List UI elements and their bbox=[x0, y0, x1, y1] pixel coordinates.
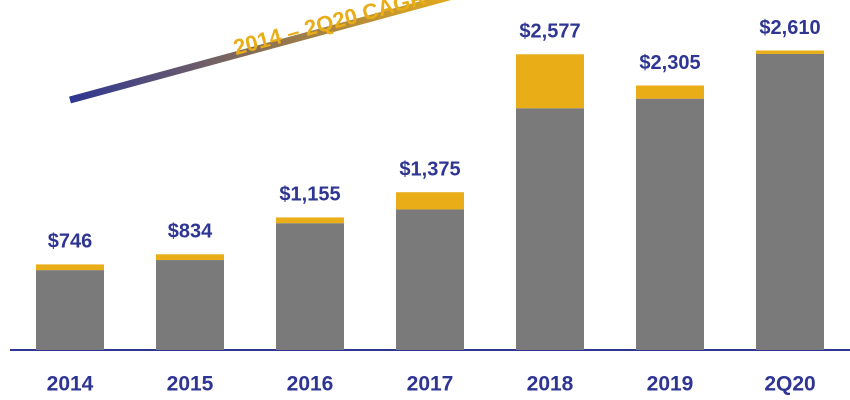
bar-segment bbox=[36, 264, 104, 271]
bar-segment bbox=[276, 223, 344, 350]
bar-segment bbox=[636, 85, 704, 99]
x-tick-label: 2016 bbox=[287, 373, 334, 396]
bar-segment bbox=[636, 98, 704, 350]
total-label: $2,610 bbox=[759, 17, 820, 39]
total-label: $1,155 bbox=[279, 184, 340, 206]
x-tick-label: 2017 bbox=[407, 373, 454, 396]
x-tick-label: 2Q20 bbox=[764, 373, 815, 396]
bar-segment bbox=[516, 108, 584, 351]
bar-segment bbox=[156, 254, 224, 261]
cagr-annotation: 2014 – 2Q20 CAGR bbox=[231, 0, 429, 60]
bar-segment bbox=[756, 53, 824, 351]
total-label: $1,375 bbox=[399, 158, 460, 180]
bar-segment bbox=[516, 54, 584, 109]
total-label: $746 bbox=[48, 231, 93, 253]
x-tick-label: 2014 bbox=[47, 373, 94, 396]
bar-segment bbox=[396, 209, 464, 350]
bar-segment bbox=[396, 192, 464, 210]
bar-segment bbox=[756, 50, 824, 54]
x-tick-label: 2015 bbox=[167, 373, 214, 396]
bar-segment bbox=[36, 270, 104, 350]
x-tick-label: 2018 bbox=[527, 373, 574, 396]
bar-segment bbox=[156, 260, 224, 350]
total-label: $2,577 bbox=[519, 21, 580, 43]
bar-segment bbox=[276, 217, 344, 224]
cagr-arrow bbox=[69, 0, 452, 104]
x-tick-label: 2019 bbox=[647, 373, 694, 396]
total-label: $834 bbox=[168, 221, 213, 243]
total-label: $2,305 bbox=[639, 52, 700, 74]
